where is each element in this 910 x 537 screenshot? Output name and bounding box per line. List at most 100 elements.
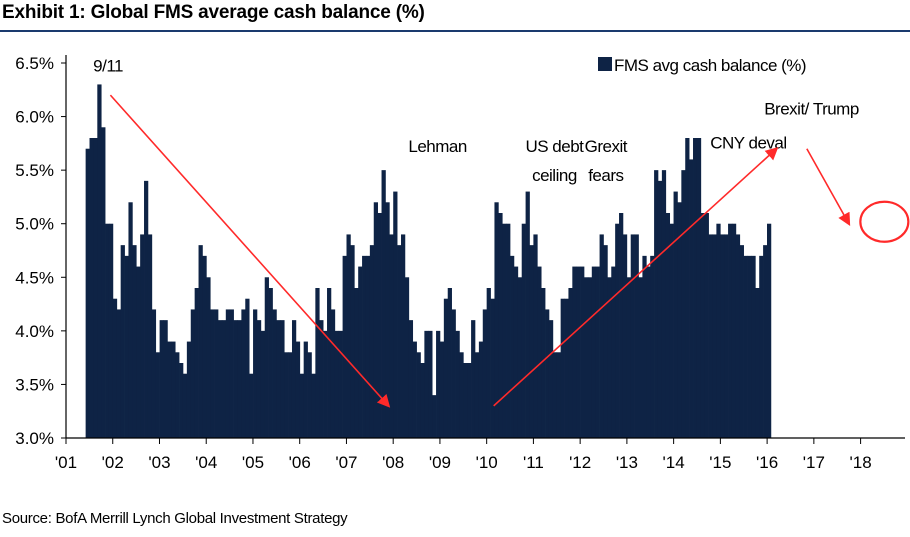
bar xyxy=(93,138,98,438)
bar xyxy=(151,309,157,438)
x-tick-label: '02 xyxy=(102,453,124,472)
bar xyxy=(171,341,176,438)
bar xyxy=(525,191,530,438)
bar xyxy=(498,213,503,438)
x-tick-label: '08 xyxy=(382,453,404,472)
x-tick-label: '12 xyxy=(569,453,591,472)
bar xyxy=(432,395,437,438)
bar xyxy=(428,330,433,438)
bar xyxy=(327,288,332,438)
bar xyxy=(743,255,748,438)
bar xyxy=(350,245,355,438)
bar xyxy=(136,266,141,438)
bar xyxy=(451,309,456,438)
bar xyxy=(619,213,624,438)
bar xyxy=(580,266,585,438)
trend-arrow xyxy=(806,148,851,226)
bar xyxy=(712,234,717,438)
trend-arrow xyxy=(109,94,391,408)
bar xyxy=(397,245,402,438)
bar xyxy=(630,234,635,438)
bar xyxy=(202,255,207,438)
bar xyxy=(416,352,421,438)
bar xyxy=(108,223,114,438)
bar xyxy=(552,352,558,438)
bar xyxy=(673,191,678,438)
bar xyxy=(537,266,542,438)
annotation-label: Grexit xyxy=(585,137,628,156)
bar xyxy=(728,223,733,438)
bar xyxy=(564,298,569,438)
bar xyxy=(517,277,523,438)
bar xyxy=(490,298,495,438)
bar xyxy=(696,138,702,438)
bar xyxy=(595,266,600,438)
bar xyxy=(354,288,359,438)
bar xyxy=(638,277,643,438)
bar xyxy=(650,255,655,438)
bar xyxy=(459,352,464,438)
bar xyxy=(198,245,203,438)
bar xyxy=(338,330,343,438)
bar xyxy=(190,309,195,438)
bar xyxy=(443,298,449,438)
bar xyxy=(218,320,223,438)
bar xyxy=(412,341,417,438)
bar xyxy=(358,266,363,438)
bar xyxy=(381,170,386,438)
bar xyxy=(89,138,94,438)
bar xyxy=(303,341,308,438)
bar xyxy=(210,309,215,438)
x-tick-label: '01 xyxy=(55,453,77,472)
bar xyxy=(229,309,234,438)
bar xyxy=(124,255,129,438)
bar xyxy=(436,330,441,438)
annotation-label: Lehman xyxy=(408,137,466,156)
legend: FMS avg cash balance (%) xyxy=(598,56,807,75)
source-note: Source: BofA Merrill Lynch Global Invest… xyxy=(2,510,348,527)
bar xyxy=(167,341,172,438)
bar xyxy=(401,234,406,438)
bar xyxy=(482,309,488,438)
bar xyxy=(132,245,137,438)
bar xyxy=(175,352,180,438)
bar xyxy=(724,234,729,438)
bar xyxy=(669,223,674,438)
bar xyxy=(607,277,612,438)
bar xyxy=(439,341,445,438)
bar xyxy=(330,309,336,438)
bar xyxy=(568,288,573,438)
bar xyxy=(315,288,320,438)
bar xyxy=(654,170,659,438)
bar xyxy=(128,202,133,438)
bar xyxy=(319,320,324,438)
x-tick-label: '04 xyxy=(195,453,217,472)
bar xyxy=(186,341,192,438)
bar xyxy=(233,320,238,438)
bar xyxy=(576,266,581,438)
bar xyxy=(307,352,312,438)
bar xyxy=(716,223,721,438)
bar xyxy=(447,288,452,438)
bar xyxy=(272,309,277,438)
bar xyxy=(560,298,565,438)
bar xyxy=(97,84,102,439)
bar xyxy=(751,255,756,438)
bar xyxy=(112,298,118,438)
bar xyxy=(767,223,772,438)
bar xyxy=(288,352,293,438)
bar xyxy=(603,245,608,438)
annotation-label: 9/11 xyxy=(93,57,123,76)
annotation-label: Brexit/ Trump xyxy=(764,99,859,118)
bar xyxy=(334,330,340,438)
annotation-label: US debt xyxy=(525,137,584,156)
bar xyxy=(657,180,663,439)
bar xyxy=(677,202,682,438)
y-tick-label: 4.5% xyxy=(15,268,54,287)
legend-label: FMS avg cash balance (%) xyxy=(614,56,806,75)
bar xyxy=(311,373,316,438)
bar xyxy=(513,266,519,438)
bar xyxy=(731,223,737,438)
bar xyxy=(105,223,110,438)
